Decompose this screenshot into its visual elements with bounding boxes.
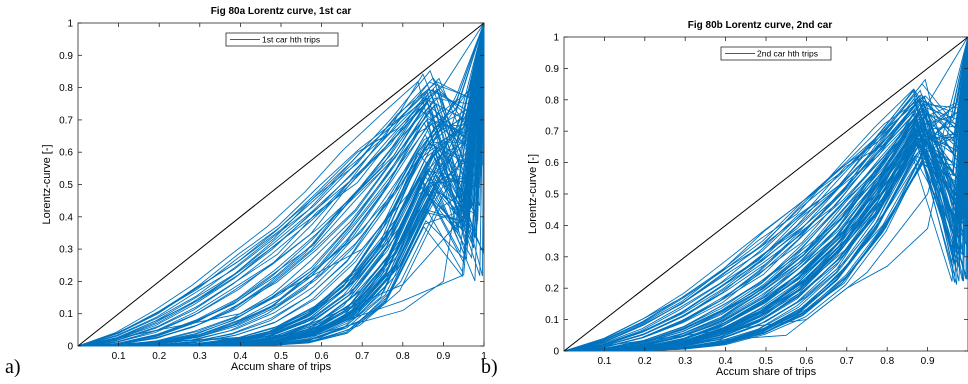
- legend: 1st car hth trips: [225, 32, 339, 47]
- y-tick-label: 0.7: [545, 127, 559, 138]
- y-tick-label: 0.3: [545, 252, 559, 263]
- series-line: [77, 22, 485, 347]
- series-line: [77, 22, 485, 347]
- series-line: [77, 22, 485, 347]
- series-line: [77, 22, 485, 347]
- x-tick-label: 0.2: [638, 356, 652, 367]
- series-line: [563, 36, 968, 352]
- y-tick-label: 0.2: [59, 277, 73, 288]
- series-line: [563, 36, 968, 352]
- y-tick-label: 0.1: [545, 315, 559, 326]
- series-line: [77, 22, 485, 347]
- chart-title: Fig 80b Lorentz curve, 2nd car: [688, 20, 833, 31]
- series-line: [563, 36, 968, 352]
- legend-box: [720, 46, 832, 61]
- y-tick-label: 1: [553, 33, 559, 44]
- equality-line: [77, 22, 485, 347]
- curve-family: [563, 36, 968, 352]
- series-line: [77, 22, 485, 347]
- y-tick-label: 0.4: [545, 221, 559, 232]
- y-tick-label: 0.1: [59, 309, 73, 320]
- x-tick-label: 1: [481, 351, 487, 362]
- series-line: [77, 22, 485, 347]
- legend: 2nd car hth trips: [720, 46, 832, 61]
- y-axis-label: Lorentz-curve [-]: [41, 144, 53, 224]
- series-line: [77, 22, 485, 347]
- y-tick-label: 0: [67, 342, 73, 353]
- legend-box: [225, 32, 339, 47]
- y-tick-label: 1: [67, 19, 73, 30]
- series-line: [77, 22, 485, 347]
- series-line: [77, 22, 485, 347]
- series-line: [563, 36, 968, 352]
- series-line: [563, 36, 968, 352]
- y-tick-label: 0.8: [59, 83, 73, 94]
- series-line: [563, 36, 968, 352]
- x-tick-label: 0.9: [921, 356, 935, 367]
- y-tick-label: 0.9: [545, 64, 559, 75]
- y-tick-label: 0: [553, 347, 559, 358]
- chart-a: 0 0.1 0.2 0.3 0.4 0.5 0.6 0.7 0.8 0.9 1 0.1 0.2 0.3 0.…: [41, 6, 487, 373]
- x-tick-label: 0.1: [597, 356, 611, 367]
- series-line: [77, 22, 485, 347]
- series-line: [563, 36, 968, 352]
- y-tick-label: 0.9: [59, 51, 73, 62]
- series-line: [77, 22, 485, 347]
- y-tick-label: 0.2: [545, 284, 559, 295]
- x-tick-label: 0.1: [112, 351, 126, 362]
- x-tick-label: 0.2: [152, 351, 166, 362]
- x-tick-label: 0.7: [840, 356, 854, 367]
- series-line: [78, 22, 485, 347]
- series-line: [563, 36, 968, 352]
- y-tick-label: 0.6: [59, 148, 73, 159]
- y-tick-label: 0.7: [59, 115, 73, 126]
- series-line: [77, 22, 485, 347]
- series-line: [77, 22, 485, 347]
- series-line: [564, 36, 968, 352]
- x-axis-label: Accum share of trips: [716, 366, 817, 378]
- series-line: [77, 22, 485, 347]
- series-line: [77, 22, 485, 347]
- x-tick-label: 0.9: [436, 351, 450, 362]
- legend-label: 1st car hth trips: [262, 35, 320, 45]
- x-tick-label: 0.5: [759, 356, 773, 367]
- chart-b: 0 0.1 0.2 0.3 0.4 0.5 0.6 0.7 0.8 0.9 1 0.1 0.2 0.3 0.…: [527, 20, 968, 378]
- x-tick-label: 0.7: [355, 351, 369, 362]
- equality-line: [563, 36, 968, 352]
- x-tick-label: 0.4: [233, 351, 247, 362]
- series-line: [77, 22, 485, 347]
- x-tick-label: 0.6: [799, 356, 813, 367]
- panel-letter-a: a): [5, 356, 21, 378]
- x-tick-label: 0.3: [193, 351, 207, 362]
- series-line: [77, 22, 485, 347]
- x-tick-label: 0.4: [719, 356, 733, 367]
- series-line: [77, 22, 485, 347]
- series-line: [77, 22, 485, 347]
- y-tick-label: 0.6: [545, 158, 559, 169]
- series-line: [77, 22, 485, 347]
- y-axis-label: Lorentz-curve [-]: [527, 154, 539, 234]
- y-tick-label: 0.5: [59, 180, 73, 191]
- curve-family: [77, 22, 485, 347]
- series-line: [563, 36, 968, 352]
- y-tick-label: 0.5: [545, 190, 559, 201]
- x-tick-label: 0.3: [678, 356, 692, 367]
- series-line: [563, 36, 968, 352]
- panel-letter-b: b): [481, 356, 498, 378]
- series-line: [563, 36, 968, 352]
- y-tick-label: 0.4: [59, 212, 73, 223]
- series-line: [563, 36, 968, 352]
- x-axis-label: Accum share of trips: [231, 361, 332, 373]
- y-tick-label: 0.3: [59, 245, 73, 256]
- x-tick-label: 0.8: [880, 356, 894, 367]
- series-line: [77, 22, 485, 347]
- x-tick-label: 0.8: [396, 351, 410, 362]
- series-line: [563, 36, 968, 352]
- x-tick-label: 0.6: [315, 351, 329, 362]
- x-tick-label: 0.5: [274, 351, 288, 362]
- legend-label: 2nd car hth trips: [757, 49, 818, 59]
- chart-title: Fig 80a Lorentz curve, 1st car: [211, 6, 352, 17]
- y-tick-label: 0.8: [545, 95, 559, 106]
